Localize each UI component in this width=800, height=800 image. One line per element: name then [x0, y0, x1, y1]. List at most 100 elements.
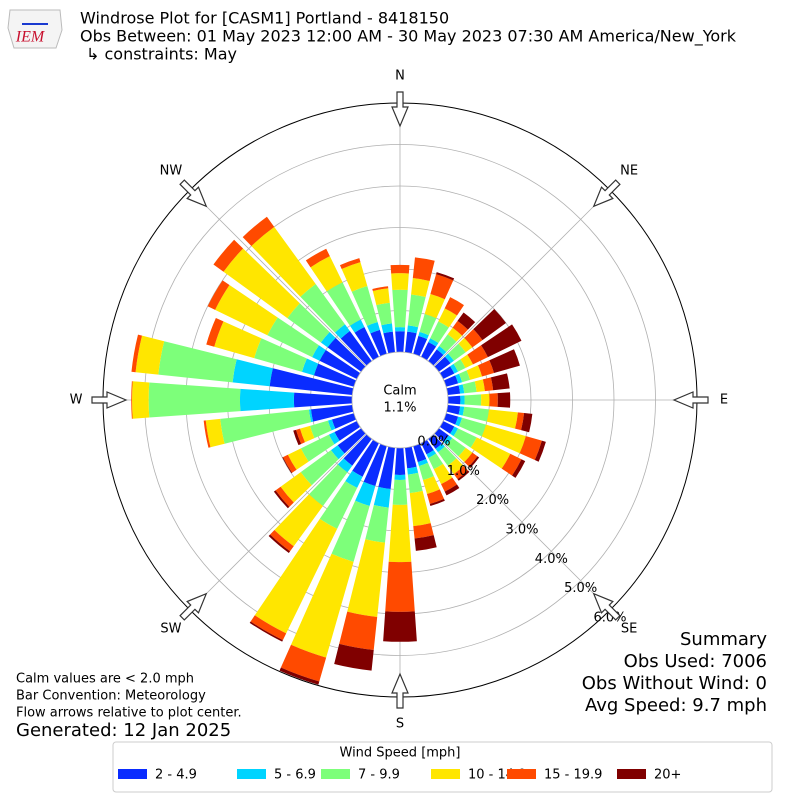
bar-segment: [327, 419, 336, 431]
chart-title: Windrose Plot for [CASM1] Portland - 841…: [80, 9, 449, 28]
bar-segment: [453, 359, 466, 372]
bar-segment: [418, 331, 429, 340]
bar-segment: [462, 381, 477, 394]
bar-segment: [392, 289, 408, 328]
bar-segment: [419, 313, 437, 336]
bar-segment: [418, 462, 434, 481]
bar-segment: [512, 459, 526, 478]
compass-arrow: [592, 179, 621, 208]
bar-segment: [340, 330, 372, 366]
bar-segment: [444, 297, 464, 316]
bar-segment: [391, 273, 409, 291]
bar-segment: [158, 341, 237, 383]
bar-segment: [460, 354, 473, 369]
bar-segment: [446, 437, 466, 457]
bar-segment: [421, 439, 434, 455]
compass-label: S: [396, 717, 404, 732]
bar-segment: [223, 248, 300, 319]
bar-segment: [434, 356, 451, 372]
bar-segment: [363, 443, 387, 487]
bar-segment: [428, 349, 444, 366]
r-tick-label: 1.0%: [447, 464, 480, 479]
compass-arrow: [391, 672, 409, 709]
bar-segment: [214, 321, 262, 359]
bar-segment: [274, 494, 324, 547]
bar-segment: [482, 377, 494, 392]
bar-segment: [430, 274, 454, 300]
bar-segment: [331, 500, 370, 562]
compass-label: SW: [160, 622, 181, 637]
legend-swatch: [118, 769, 147, 779]
chart-subtitle: Obs Between: 01 May 2023 12:00 AM - 30 M…: [80, 27, 737, 47]
bar-segment: [220, 409, 312, 444]
bar-segment: [453, 465, 468, 480]
bar-segment: [300, 450, 339, 486]
bar-segment: [327, 337, 366, 372]
bar-segment: [394, 474, 406, 480]
bar-segment: [519, 436, 542, 461]
bar-segment: [447, 458, 464, 475]
grid-spoke: [189, 433, 367, 611]
bar-segment: [446, 385, 461, 395]
bar-segment: [407, 325, 419, 334]
bar-segment: [443, 435, 453, 445]
bar-segment: [293, 392, 353, 408]
bar-segment: [337, 428, 366, 454]
bar-segment: [428, 453, 444, 470]
summary-line: Avg Speed: 9.7 mph: [585, 695, 767, 716]
bar-segment: [376, 302, 392, 326]
compass-label: SE: [621, 622, 637, 637]
bar-segment: [481, 424, 526, 454]
summary-title: Summary: [680, 629, 767, 650]
bar-segment: [207, 280, 230, 310]
bar-segment: [453, 428, 477, 448]
grid-spoke: [433, 189, 611, 367]
bar-segment: [334, 324, 350, 339]
bar-segment: [313, 363, 357, 387]
bar-segment: [203, 420, 211, 448]
bar-segment: [352, 439, 379, 477]
bar-segment: [429, 498, 445, 506]
bar-segment: [381, 323, 393, 334]
bar-segment: [312, 345, 326, 361]
bar-segment: [354, 327, 379, 361]
bar-segment: [414, 535, 437, 551]
legend-box: [112, 741, 773, 793]
bar-segment: [339, 611, 378, 650]
bar-segment: [447, 343, 466, 361]
bar-segment: [310, 256, 343, 292]
bar-segment: [378, 446, 395, 490]
bar-segment: [280, 472, 312, 503]
bar-segment: [254, 338, 307, 372]
bar-segment: [337, 458, 353, 473]
bar-segment: [279, 667, 320, 685]
bar-segment: [474, 379, 485, 392]
bar-segment: [275, 486, 294, 507]
summary-line: Obs Used: 7006: [624, 651, 767, 672]
bar-segment: [268, 534, 291, 553]
bar-segment: [407, 294, 426, 328]
bar-segment: [413, 335, 428, 357]
bar-segment: [280, 644, 327, 682]
bar-segment: [334, 421, 361, 441]
bar-segment: [409, 490, 431, 527]
bar-segment: [441, 477, 458, 492]
bar-segment: [458, 384, 465, 394]
bar-segment: [413, 443, 427, 463]
legend-swatch: [507, 769, 536, 779]
bar-segment: [447, 327, 463, 342]
bar-segment: [296, 428, 305, 444]
bar-segment: [131, 381, 133, 419]
bar-segment: [394, 447, 406, 475]
bar-segment: [452, 320, 468, 336]
bar-segment: [421, 341, 437, 361]
bar-segment: [489, 349, 520, 374]
bar-segment: [293, 429, 302, 446]
bar-segment: [366, 321, 380, 334]
compass-arrow: [672, 391, 709, 409]
bar-segment: [341, 262, 368, 292]
bar-segment: [300, 283, 345, 333]
compass-label: N: [395, 69, 405, 84]
bar-segment: [481, 393, 490, 407]
